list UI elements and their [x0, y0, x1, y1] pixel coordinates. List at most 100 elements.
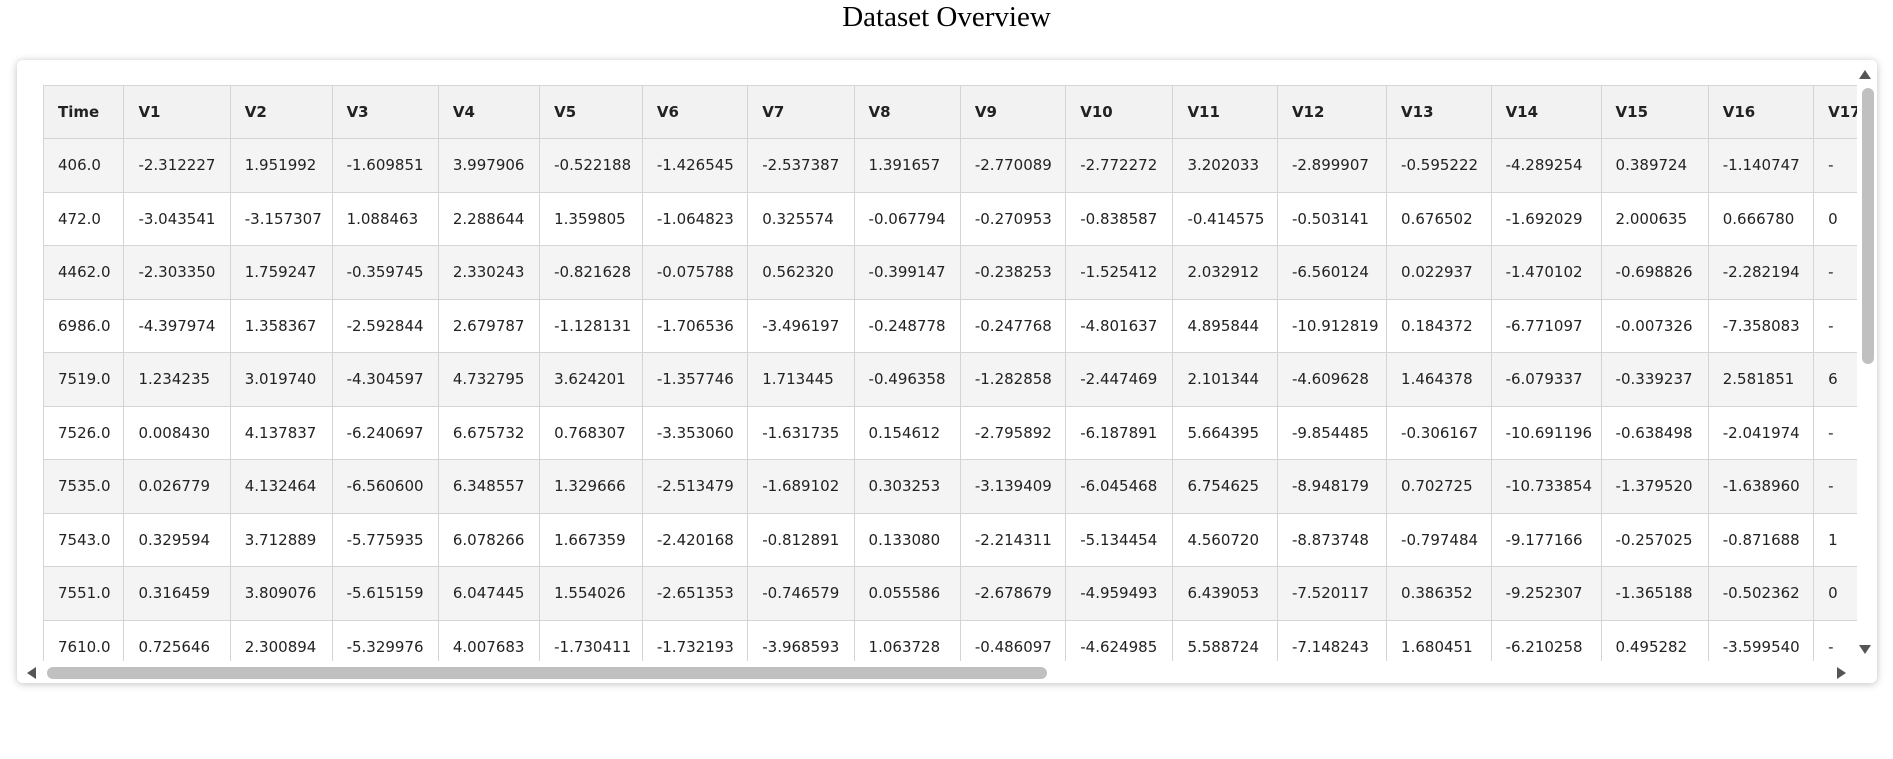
table-cell: 6986.0: [43, 298, 125, 353]
table-cell: -0.502362: [1707, 566, 1815, 621]
table-cell: -6.187891: [1065, 405, 1174, 460]
table-cell: 1.358367: [229, 298, 333, 353]
column-header: V8: [853, 85, 961, 139]
horizontal-scroll-thumb[interactable]: [47, 667, 1047, 679]
table-cell: 0.026779: [123, 459, 231, 514]
table-cell: -8.948179: [1276, 459, 1388, 514]
table-cell: -1.426545: [641, 138, 749, 193]
table-cell: -2.303350: [123, 245, 231, 300]
table-cell: -6.045468: [1065, 459, 1174, 514]
table-cell: 0.316459: [123, 566, 231, 621]
table-cell: -3.599540: [1707, 619, 1815, 661]
table-cell: -9.854485: [1276, 405, 1388, 460]
table-cell: 2.000635: [1600, 191, 1709, 246]
table-row: 4462.0 -2.303350 1.759247 -0.359745 2.330243…: [43, 245, 1873, 300]
table-cell: -10.912819: [1276, 298, 1388, 353]
table-cell: -2.795892: [959, 405, 1067, 460]
table-cell: -3.353060: [641, 405, 749, 460]
table-cell: -0.486097: [959, 619, 1067, 661]
column-header: V16: [1707, 85, 1815, 139]
table-row: 406.0 -2.312227 1.951992 -1.609851 3.997906-…: [43, 138, 1873, 193]
table-cell: -0.821628: [539, 245, 643, 300]
horizontal-scrollbar[interactable]: [17, 663, 1857, 683]
table-cell: 0.725646: [123, 619, 231, 661]
table-viewport[interactable]: Time V1 V2 V3 V4 V5 V6 V7 V8 V9 V10 V11 V12 V13 V14 V15…: [43, 85, 1873, 661]
table-cell: -0.399147: [853, 245, 961, 300]
table-cell: -5.329976: [331, 619, 439, 661]
table-cell: 5.588724: [1172, 619, 1278, 661]
table-cell: -2.282194: [1707, 245, 1815, 300]
table-cell: -0.339237: [1600, 352, 1709, 407]
table-cell: 0.676502: [1386, 191, 1492, 246]
table-cell: -0.007326: [1600, 298, 1709, 353]
table-cell: -0.503141: [1276, 191, 1388, 246]
table-cell: 1.359805: [539, 191, 643, 246]
table-cell: -1.365188: [1600, 566, 1709, 621]
column-header: V14: [1490, 85, 1602, 139]
table-cell: 3.809076: [229, 566, 333, 621]
table-cell: 1.088463: [331, 191, 439, 246]
scroll-left-arrow-icon[interactable]: [27, 667, 36, 679]
table-cell: 4462.0: [43, 245, 125, 300]
table-row: 7551.0 0.316459 3.809076 -5.615159 6.047445 1…: [43, 566, 1873, 621]
table-cell: -1.525412: [1065, 245, 1174, 300]
table-cell: -2.899907: [1276, 138, 1388, 193]
column-header: Time: [43, 85, 125, 139]
table-cell: -0.414575: [1172, 191, 1278, 246]
vertical-scroll-thumb[interactable]: [1862, 88, 1874, 364]
table-cell: 472.0: [43, 191, 125, 246]
table-cell: -1.379520: [1600, 459, 1709, 514]
table-cell: -7.520117: [1276, 566, 1388, 621]
column-header: V13: [1386, 85, 1492, 139]
table-cell: 7543.0: [43, 512, 125, 567]
table-row: 7543.0 0.329594 3.712889 -5.775935 6.078266 1…: [43, 512, 1873, 567]
table-cell: 3.997906: [437, 138, 541, 193]
scroll-down-arrow-icon[interactable]: [1859, 645, 1871, 654]
table-cell: -6.210258: [1490, 619, 1602, 661]
column-header: V11: [1172, 85, 1278, 139]
table-cell: -2.592844: [331, 298, 439, 353]
table-cell: 1.464378: [1386, 352, 1492, 407]
column-header: V2: [229, 85, 333, 139]
table-cell: -0.698826: [1600, 245, 1709, 300]
table-cell: 2.300894: [229, 619, 333, 661]
table-cell: -0.257025: [1600, 512, 1709, 567]
column-header: V10: [1065, 85, 1174, 139]
table-header-row: Time V1 V2 V3 V4 V5 V6 V7 V8 V9 V10 V11 V12 V13 V14 V15…: [43, 85, 1873, 139]
vertical-scrollbar[interactable]: [1857, 60, 1877, 663]
table-cell: 0.666780: [1707, 191, 1815, 246]
scroll-right-arrow-icon[interactable]: [1837, 667, 1846, 679]
table-cell: -1.638960: [1707, 459, 1815, 514]
table-cell: -1.692029: [1490, 191, 1602, 246]
table-cell: -1.732193: [641, 619, 749, 661]
table-cell: -1.706536: [641, 298, 749, 353]
table-cell: -4.801637: [1065, 298, 1174, 353]
column-header: V7: [747, 85, 855, 139]
table-cell: -0.595222: [1386, 138, 1492, 193]
table-cell: -9.177166: [1490, 512, 1602, 567]
table-cell: -9.252307: [1490, 566, 1602, 621]
table-cell: 0.495282: [1600, 619, 1709, 661]
table-cell: 3.712889: [229, 512, 333, 567]
column-header: V9: [959, 85, 1067, 139]
table-cell: 1.391657: [853, 138, 961, 193]
table-cell: -0.638498: [1600, 405, 1709, 460]
table-cell: -5.134454: [1065, 512, 1174, 567]
table-cell: -3.496197: [747, 298, 855, 353]
table-row: 7526.0 0.008430 4.137837 -6.240697 6.675732 0…: [43, 405, 1873, 460]
table-cell: 3.624201: [539, 352, 643, 407]
table-cell: 0.702725: [1386, 459, 1492, 514]
scroll-up-arrow-icon[interactable]: [1859, 70, 1871, 79]
data-table: Time V1 V2 V3 V4 V5 V6 V7 V8 V9 V10 V11 V12 V13 V14 V15…: [43, 85, 1873, 661]
table-cell: -0.496358: [853, 352, 961, 407]
table-cell: -1.609851: [331, 138, 439, 193]
table-cell: -1.282858: [959, 352, 1067, 407]
table-cell: -2.513479: [641, 459, 749, 514]
table-cell: -3.968593: [747, 619, 855, 661]
table-cell: -10.691196: [1490, 405, 1602, 460]
table-cell: -0.067794: [853, 191, 961, 246]
table-cell: 7519.0: [43, 352, 125, 407]
table-cell: -0.075788: [641, 245, 749, 300]
table-cell: -4.609628: [1276, 352, 1388, 407]
table-cell: -1.128131: [539, 298, 643, 353]
